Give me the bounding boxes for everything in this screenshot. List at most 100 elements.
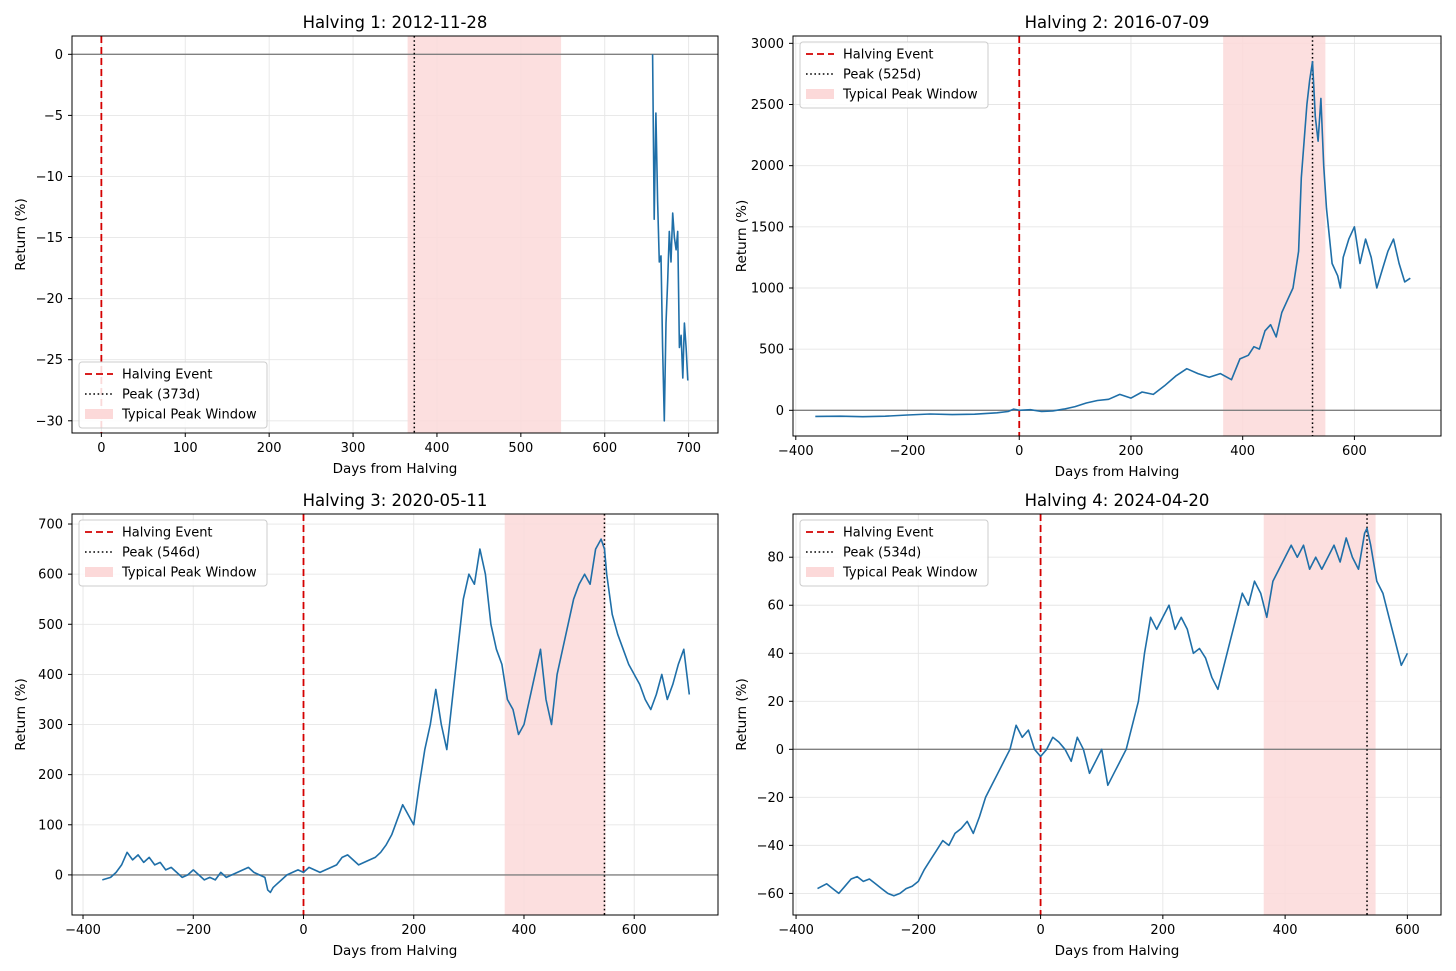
legend-label: Typical Peak Window bbox=[121, 408, 257, 423]
x-axis-label: Days from Halving bbox=[333, 943, 458, 959]
x-tick-label: −200 bbox=[175, 923, 211, 938]
legend: Halving Event Peak (546d) Typical Peak Win… bbox=[78, 519, 268, 587]
y-tick-label: 500 bbox=[38, 618, 63, 633]
legend-window-swatch bbox=[85, 409, 113, 419]
x-tick-label: 200 bbox=[1119, 444, 1144, 459]
y-tick-label: 500 bbox=[759, 343, 784, 358]
y-tick-label: −20 bbox=[36, 292, 63, 307]
y-tick-label: −60 bbox=[757, 887, 784, 902]
y-tick-label: 200 bbox=[38, 768, 63, 783]
series-line-1 bbox=[651, 54, 689, 422]
legend-label: Halving Event bbox=[122, 526, 213, 541]
y-tick-label: −15 bbox=[36, 231, 63, 246]
x-axis-label: Days from Halving bbox=[333, 461, 458, 477]
x-tick-label: 0 bbox=[299, 923, 307, 938]
chart-title: Halving 3: 2020-05-11 bbox=[303, 491, 488, 510]
x-tick-label: 400 bbox=[512, 923, 537, 938]
y-tick-label: 1500 bbox=[751, 220, 784, 235]
x-tick-label: 100 bbox=[173, 441, 198, 456]
axes-frame bbox=[792, 35, 1442, 437]
legend-box bbox=[78, 361, 268, 429]
y-tick-label: 1000 bbox=[751, 281, 784, 296]
chart-panel-4: −400 −200 0 200 400 600−60−40−20020406080Halv… bbox=[734, 491, 1442, 959]
y-tick-label: −5 bbox=[44, 109, 63, 124]
legend-box bbox=[799, 519, 989, 587]
y-tick-label: −20 bbox=[757, 791, 784, 806]
x-tick-label: −400 bbox=[65, 923, 101, 938]
series-line-1 bbox=[815, 60, 1411, 418]
x-tick-label: 200 bbox=[257, 441, 282, 456]
y-tick-label: 60 bbox=[767, 599, 784, 614]
axes-frame bbox=[71, 35, 719, 434]
x-tick-label: −400 bbox=[778, 444, 814, 459]
x-axis-label: Days from Halving bbox=[1055, 943, 1180, 959]
plot-area bbox=[72, 514, 718, 915]
peak-window-band bbox=[504, 514, 606, 915]
chart-title: Halving 1: 2012-11-28 bbox=[303, 13, 488, 32]
x-tick-label: 200 bbox=[1150, 923, 1175, 938]
x-tick-label: 500 bbox=[508, 441, 533, 456]
plot-area bbox=[793, 514, 1441, 915]
chart-title: Halving 2: 2016-07-09 bbox=[1025, 13, 1210, 32]
legend: Halving Event Peak (534d) Typical Peak Win… bbox=[799, 519, 989, 587]
legend-label: Peak (546d) bbox=[122, 546, 200, 561]
y-tick-label: 2500 bbox=[751, 98, 784, 113]
legend: Halving Event Peak (373d) Typical Peak Win… bbox=[78, 361, 268, 429]
x-tick-label: 700 bbox=[676, 441, 701, 456]
axes-frame bbox=[792, 513, 1442, 916]
legend-label: Halving Event bbox=[843, 48, 934, 63]
y-tick-label: 700 bbox=[38, 518, 63, 533]
peak-window-band bbox=[407, 36, 562, 433]
y-axis-label: Return (%) bbox=[734, 678, 750, 750]
y-axis-label: Return (%) bbox=[734, 200, 750, 272]
legend-label: Typical Peak Window bbox=[842, 88, 978, 103]
x-tick-label: 0 bbox=[1015, 444, 1023, 459]
legend-window-swatch bbox=[806, 567, 834, 577]
x-tick-label: 400 bbox=[1273, 923, 1298, 938]
y-tick-label: −10 bbox=[36, 170, 63, 185]
chart-title: Halving 4: 2024-04-20 bbox=[1025, 491, 1210, 510]
chart-panel-3: −400 −200 0 200 400 600 0 100 200 300 400 500 600 700… bbox=[13, 491, 719, 959]
y-tick-label: 80 bbox=[767, 551, 784, 566]
x-tick-label: −200 bbox=[890, 444, 926, 459]
y-tick-label: 600 bbox=[38, 568, 63, 583]
plot-area bbox=[793, 36, 1441, 436]
x-tick-label: 400 bbox=[1230, 444, 1255, 459]
y-tick-label: 20 bbox=[767, 695, 784, 710]
y-tick-label: 2000 bbox=[751, 159, 784, 174]
x-tick-label: −200 bbox=[900, 923, 936, 938]
y-tick-label: 100 bbox=[38, 818, 63, 833]
x-tick-label: 400 bbox=[425, 441, 450, 456]
y-axis-label: Return (%) bbox=[13, 198, 29, 270]
y-tick-label: −40 bbox=[757, 839, 784, 854]
chart-panel-1: 0 100 200 300 400 500 600 700 0 −5 −10 −15 −20 −25 −30… bbox=[13, 13, 719, 477]
y-tick-label: 3000 bbox=[751, 37, 784, 52]
legend: Halving Event Peak (525d) Typical Peak Win… bbox=[799, 41, 989, 109]
axes-frame bbox=[71, 513, 719, 916]
x-tick-label: 0 bbox=[97, 441, 105, 456]
y-tick-label: 0 bbox=[55, 868, 63, 883]
legend-label: Peak (373d) bbox=[122, 388, 200, 403]
x-tick-label: 600 bbox=[1342, 444, 1367, 459]
y-tick-label: 0 bbox=[776, 404, 784, 419]
x-tick-label: 600 bbox=[592, 441, 617, 456]
x-axis-label: Days from Halving bbox=[1055, 464, 1180, 480]
legend-label: Typical Peak Window bbox=[121, 566, 257, 581]
legend-box bbox=[799, 41, 989, 109]
x-tick-label: 200 bbox=[401, 923, 426, 938]
legend-label: Peak (525d) bbox=[843, 68, 921, 83]
legend-label: Peak (534d) bbox=[843, 546, 921, 561]
legend-label: Typical Peak Window bbox=[842, 566, 978, 581]
y-tick-label: 400 bbox=[38, 668, 63, 683]
x-tick-label: 0 bbox=[1036, 923, 1044, 938]
chart-panel-2: −400 −200 0 200 400 600 0 500 1000 1500 2000 2500 30… bbox=[734, 13, 1442, 480]
x-tick-label: −400 bbox=[778, 923, 814, 938]
series-line-1 bbox=[102, 538, 691, 894]
legend-label: Halving Event bbox=[122, 368, 213, 383]
legend-window-swatch bbox=[85, 567, 113, 577]
y-tick-label: 0 bbox=[776, 743, 784, 758]
legend-box bbox=[78, 519, 268, 587]
y-tick-label: 0 bbox=[55, 48, 63, 63]
y-tick-label: 40 bbox=[767, 647, 784, 662]
